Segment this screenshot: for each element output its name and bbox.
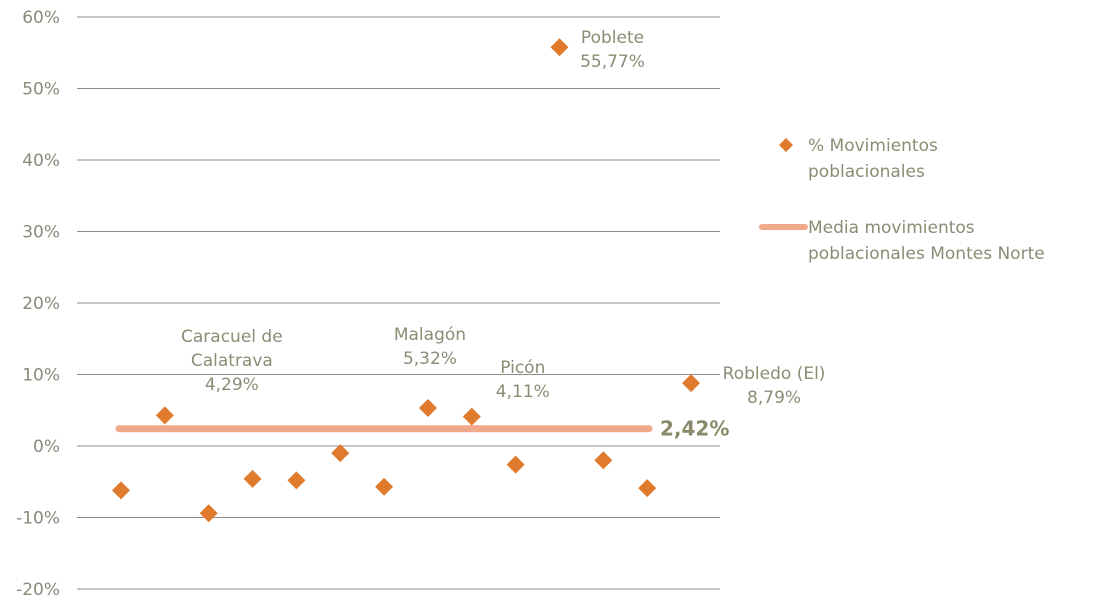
data-point <box>199 504 218 523</box>
data-point <box>155 406 174 425</box>
point-label-line: Calatrava <box>191 351 273 371</box>
legend-item-media: Media movimientos poblacionales Montes N… <box>759 218 1045 264</box>
legend-label-line: poblacionales <box>808 162 925 182</box>
y-tick-label: 10% <box>22 366 60 386</box>
point-labels: Caracuel de Calatrava 4,29% Malagón 5,32% Pic… <box>181 28 825 408</box>
data-point <box>287 471 306 490</box>
data-point <box>594 451 613 470</box>
data-point <box>331 444 350 463</box>
point-label-line: Caracuel de <box>181 327 283 347</box>
point-label-line: 4,29% <box>205 375 259 395</box>
data-point <box>462 407 481 426</box>
point-label-line: 55,77% <box>580 52 645 72</box>
y-tick-label: 20% <box>22 294 60 314</box>
y-tick-label: 0% <box>33 437 60 457</box>
y-tick-label: 60% <box>22 8 60 28</box>
y-tick-label: 40% <box>22 151 60 171</box>
legend-label-line: % Movimientos <box>808 136 938 156</box>
data-point <box>243 469 262 488</box>
y-tick-label: -10% <box>16 509 60 529</box>
point-label-line: 8,79% <box>747 388 801 408</box>
data-point <box>506 455 525 474</box>
legend-label-line: poblacionales Montes Norte <box>808 244 1045 264</box>
y-axis: 60% 50% 40% 30% 20% 10% 0% -10% -20% <box>16 8 60 600</box>
legend-diamond-marker <box>779 138 793 152</box>
gridlines <box>77 16 720 590</box>
point-label-line: 5,32% <box>403 349 457 369</box>
legend-item-movimientos: % Movimientos poblacionales <box>779 136 938 182</box>
y-tick-label: -20% <box>16 580 60 600</box>
y-tick-label: 50% <box>22 80 60 100</box>
average-label: 2,42% <box>660 417 729 441</box>
y-tick-label: 30% <box>22 223 60 243</box>
data-point <box>112 481 130 500</box>
legend: % Movimientos poblacionales Media movimi… <box>759 136 1045 264</box>
data-point <box>638 479 657 498</box>
point-label-line: Poblete <box>581 28 644 48</box>
legend-label-line: Media movimientos <box>808 218 975 238</box>
point-label-line: 4,11% <box>496 382 550 402</box>
point-label-line: Picón <box>500 358 545 378</box>
point-label-line: Malagón <box>394 325 466 345</box>
data-point <box>682 374 701 393</box>
data-point <box>550 38 569 57</box>
data-point <box>375 477 394 496</box>
data-points <box>112 38 701 523</box>
point-label-line: Robledo (El) <box>723 364 826 384</box>
data-point <box>418 398 437 417</box>
